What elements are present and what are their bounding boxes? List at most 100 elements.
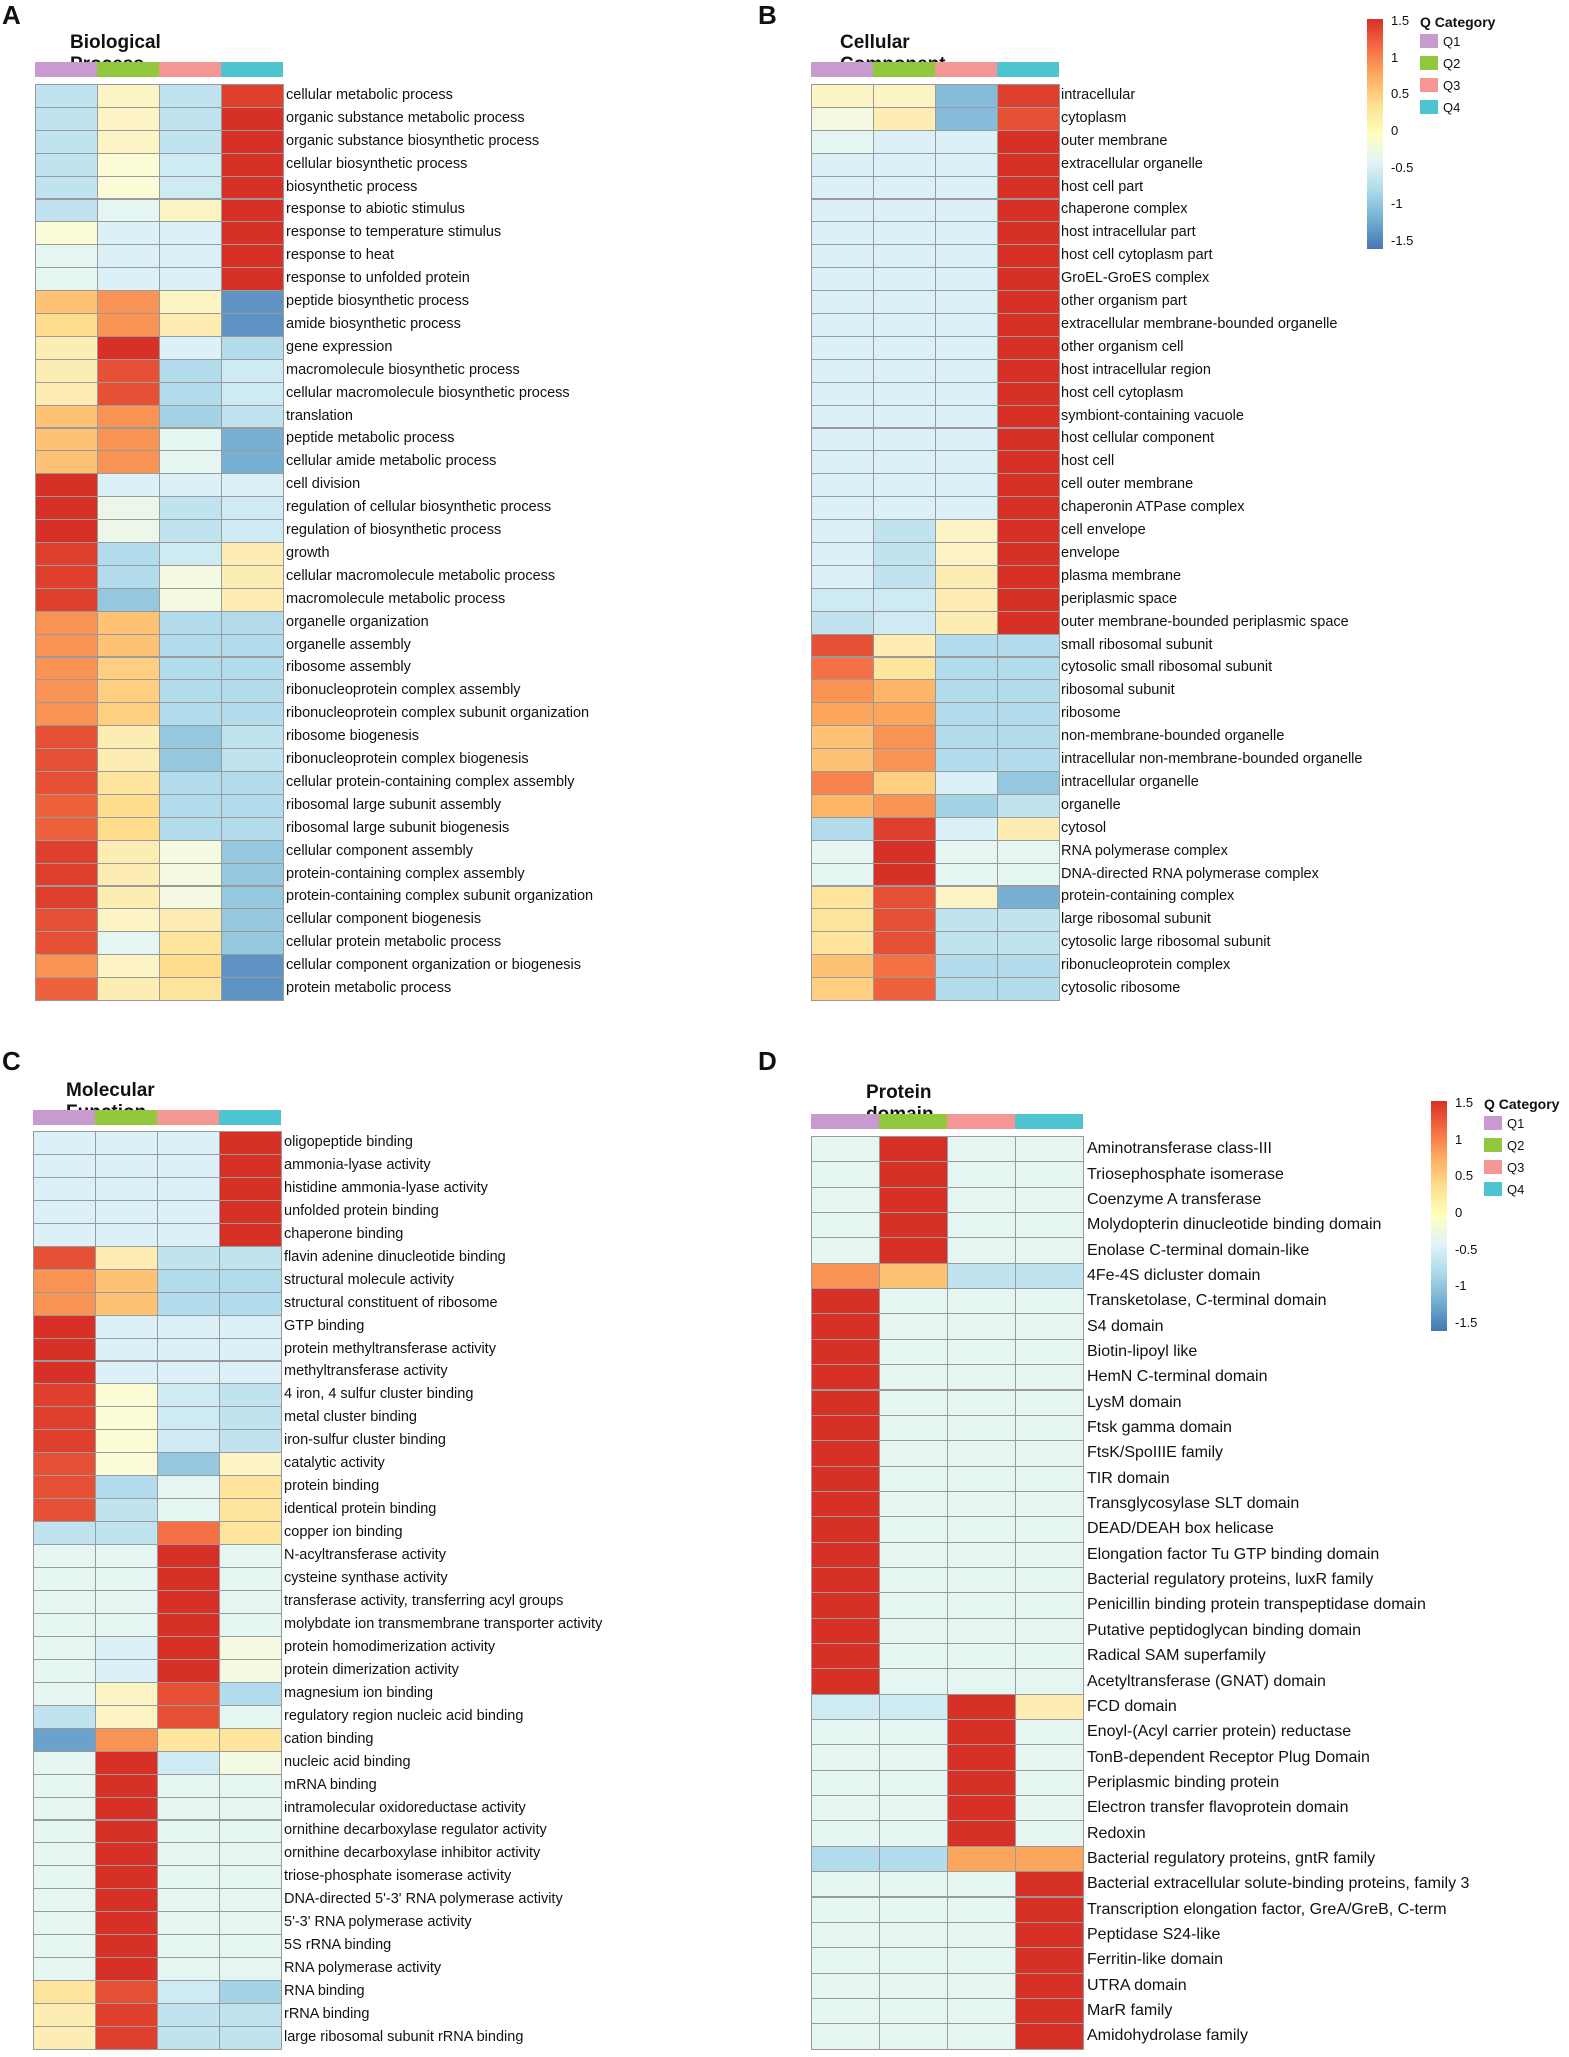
row-label: cytosolic large ribosomal subunit — [1061, 934, 1271, 951]
row-label: HemN C-terminal domain — [1087, 1368, 1268, 1386]
row-label: organelle assembly — [286, 636, 411, 653]
heatmap-cell — [159, 221, 222, 246]
heatmap-cell — [879, 1997, 948, 2025]
heatmap-cell — [811, 198, 874, 223]
heatmap-cell — [947, 1693, 1016, 1721]
heatmap-cell — [33, 1681, 96, 1706]
heatmap-cell — [879, 1668, 948, 1695]
heatmap-cell — [811, 1313, 880, 1340]
heatmap-cell — [1015, 1643, 1084, 1670]
legend-tick: -1 — [1391, 196, 1403, 212]
heatmap-cell — [947, 1643, 1016, 1670]
heatmap-cell — [997, 839, 1060, 864]
heatmap-cell — [1015, 1592, 1084, 1619]
heatmap-cell — [35, 290, 98, 314]
heatmap-cell — [33, 1131, 96, 1155]
row-label: ribosomal large subunit biogenesis — [286, 819, 510, 836]
heatmap-cell — [219, 1911, 282, 1936]
heatmap-cell — [811, 1693, 880, 1721]
row-label: Transcription elongation factor, GreA/Gr… — [1087, 1900, 1447, 1918]
heatmap-cell — [221, 427, 284, 452]
heatmap-cell — [811, 450, 874, 475]
heatmap-cell — [97, 793, 160, 818]
row-label: triose-phosphate isomerase activity — [284, 1868, 512, 1885]
heatmap-cell — [935, 519, 998, 543]
row-label: cellular component biogenesis — [286, 911, 482, 928]
heatmap-cell — [811, 1161, 880, 1188]
heatmap-cell — [159, 862, 222, 887]
heatmap-cell — [947, 1997, 1016, 2025]
category-swatch-q2 — [97, 62, 159, 77]
panel-letter: A — [2, 0, 21, 30]
row-label: N-acyltransferase activity — [284, 1547, 446, 1564]
heatmap-cell — [33, 1819, 96, 1844]
row-label: Radical SAM superfamily — [1087, 1647, 1266, 1665]
row-label: regulation of biosynthetic process — [286, 522, 502, 539]
legend-key-q4 — [1484, 1182, 1502, 1196]
heatmap-cell — [157, 1590, 220, 1614]
heatmap-cell — [873, 793, 936, 818]
heatmap-cell — [97, 473, 160, 498]
heatmap-cell — [873, 839, 936, 864]
heatmap-cell — [33, 1245, 96, 1270]
heatmap-cell — [935, 587, 998, 612]
heatmap-cell — [879, 1617, 948, 1644]
heatmap-cell — [935, 862, 998, 887]
heatmap-cell — [95, 1635, 158, 1660]
heatmap-cell — [997, 244, 1060, 269]
heatmap-cell — [157, 1727, 220, 1752]
heatmap-cell — [35, 473, 98, 498]
heatmap-cell — [935, 610, 998, 635]
heatmap-cell — [221, 267, 284, 292]
heatmap-cell — [35, 862, 98, 887]
heatmap-cell — [95, 1153, 158, 1178]
heatmap-cell — [159, 335, 222, 360]
heatmap-cell — [35, 404, 98, 429]
heatmap-cell — [811, 1617, 880, 1644]
heatmap-cell — [157, 1498, 220, 1523]
heatmap-cell — [157, 1773, 220, 1798]
heatmap-cell — [159, 816, 222, 841]
heatmap-cell — [157, 1681, 220, 1706]
heatmap-cell — [997, 610, 1060, 635]
row-label: cellular biosynthetic process — [286, 155, 468, 172]
legend-tick: 0.5 — [1455, 1168, 1474, 1184]
row-label: FCD domain — [1087, 1697, 1177, 1715]
category-swatch-q1 — [33, 1110, 95, 1125]
legend-key-q2 — [1484, 1138, 1502, 1152]
row-label: mRNA binding — [284, 1776, 377, 1793]
heatmap-cell — [95, 1222, 158, 1247]
heatmap-cell — [873, 748, 936, 772]
heatmap-cell — [811, 656, 874, 681]
heatmap-cell — [97, 771, 160, 795]
row-label: outer membrane — [1061, 132, 1168, 149]
panel-letter: D — [758, 1046, 777, 1076]
heatmap-cell — [873, 564, 936, 589]
row-label: protein-containing complex assembly — [286, 865, 525, 882]
heatmap-cell — [95, 2026, 158, 2050]
heatmap-cell — [221, 908, 284, 933]
heatmap-cell — [219, 1245, 282, 1270]
heatmap-cell — [97, 633, 160, 658]
heatmap-cell — [221, 152, 284, 177]
heatmap-cell — [221, 221, 284, 246]
heatmap-cell — [997, 564, 1060, 589]
heatmap-cell — [35, 587, 98, 612]
legend-tick: -0.5 — [1391, 159, 1414, 175]
heatmap-cell — [95, 1314, 158, 1339]
heatmap-cell — [879, 1136, 948, 1163]
heatmap-cell — [221, 496, 284, 521]
heatmap-cell — [33, 1498, 96, 1523]
heatmap-cell — [221, 793, 284, 818]
heatmap-cell — [219, 1314, 282, 1339]
heatmap-cell — [873, 427, 936, 452]
row-label: iron-sulfur cluster binding — [284, 1432, 446, 1449]
heatmap-cell — [95, 1521, 158, 1546]
heatmap-cell — [811, 1643, 880, 1670]
heatmap-cell — [219, 1934, 282, 1959]
heatmap-cell — [97, 175, 160, 200]
heatmap-cell — [219, 1337, 282, 1362]
heatmap-cell — [947, 1921, 1016, 1949]
heatmap-cell — [219, 1406, 282, 1431]
row-label: intracellular — [1061, 86, 1136, 103]
